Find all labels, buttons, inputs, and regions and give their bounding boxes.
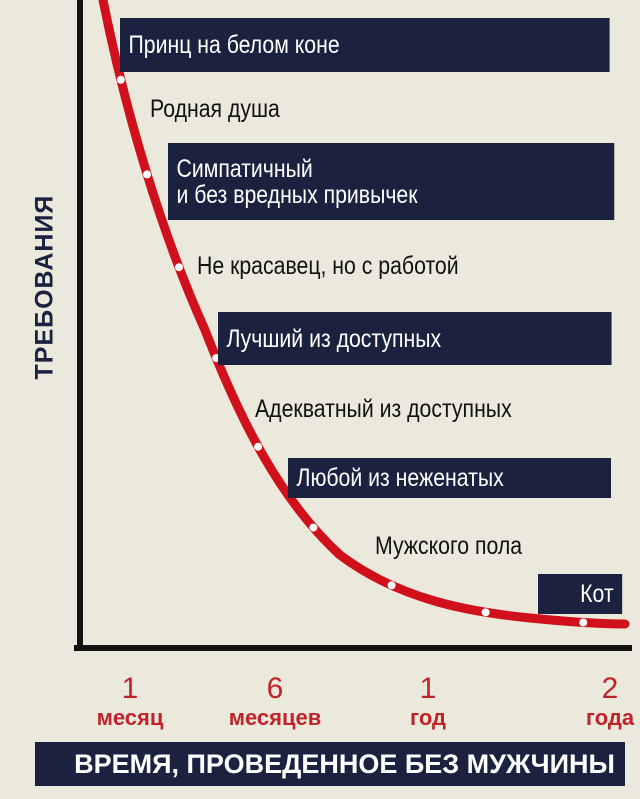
- annotation-not-handsome: Не красавец, но с работой: [197, 252, 459, 280]
- annotation-male: Мужского пола: [375, 532, 523, 560]
- curve-marker: [309, 523, 318, 532]
- x-axis-label: ВРЕМЯ, ПРОВЕДЕННОЕ БЕЗ МУЖЧИНЫ: [35, 742, 625, 786]
- x-tick-1-month: 1 месяц: [96, 672, 164, 731]
- curve-marker: [116, 75, 125, 84]
- curve-marker: [254, 442, 263, 451]
- annotation-any-unmarried: Любой из неженатых: [288, 458, 611, 498]
- annotation-cat: Кот: [538, 574, 623, 614]
- x-tick-6-months: 6 месяцев: [228, 672, 322, 731]
- annotation-handsome: Симпатичный и без вредных привычек: [168, 143, 615, 220]
- curve-marker: [143, 170, 152, 179]
- x-tick-2-years: 2 года: [585, 672, 635, 731]
- curve-marker: [174, 263, 183, 272]
- curve-marker: [481, 608, 490, 617]
- curve-marker: [387, 581, 396, 590]
- annotation-prince: Принц на белом коне: [120, 18, 610, 72]
- annotation-best-available: Лучший из доступных: [218, 312, 612, 365]
- x-tick-1-year: 1 год: [410, 672, 446, 731]
- annotation-adequate: Адекватный из доступных: [255, 395, 512, 423]
- requirements-curve: [98, 0, 630, 629]
- y-axis-label: ТРЕБОВАНИЯ: [30, 194, 59, 380]
- curve-marker: [579, 618, 588, 627]
- annotation-soulmate: Родная душа: [150, 95, 280, 123]
